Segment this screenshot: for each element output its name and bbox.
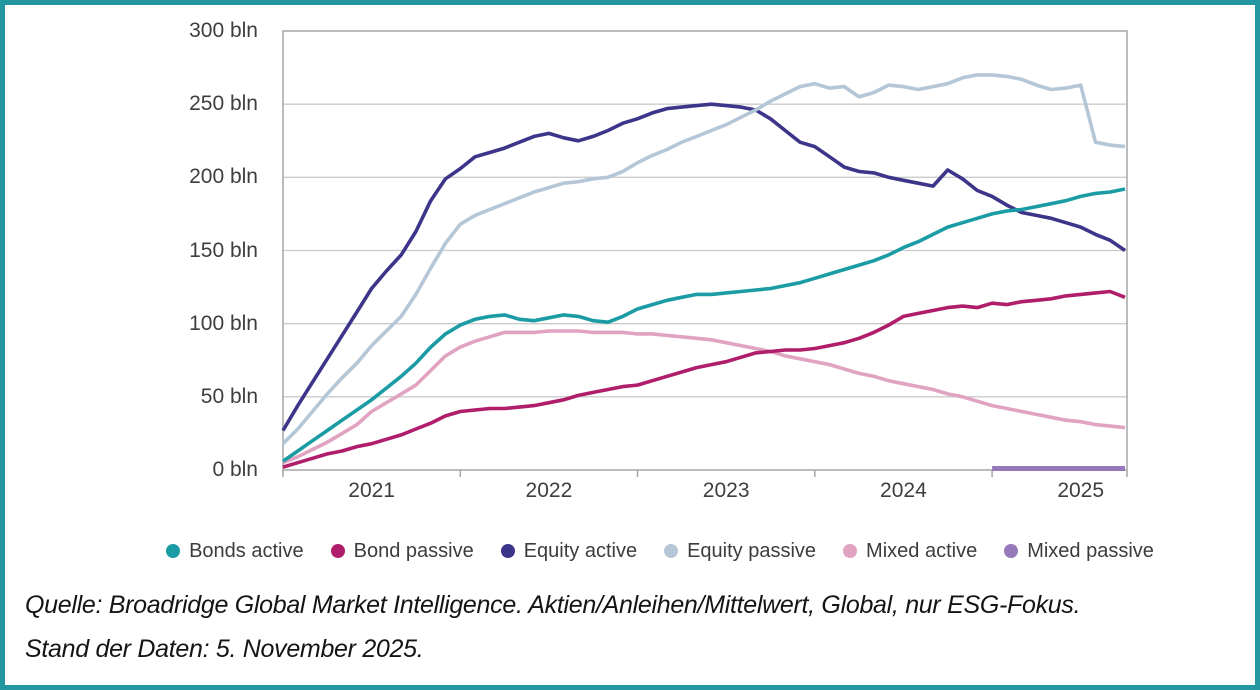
legend-dot-icon: [330, 544, 345, 558]
series-line-equity-passive: [281, 73, 1126, 445]
y-tick-label: 150 bln: [189, 238, 258, 262]
legend-item-label: Mixed active: [866, 539, 978, 562]
x-tick-label: 2024: [880, 479, 927, 502]
source-caption-line1: Quelle: Broadridge Global Market Intelli…: [25, 591, 1081, 619]
x-tick-label: 2022: [525, 479, 573, 502]
legend-dot-icon: [843, 544, 858, 558]
x-tick-label: 2021: [348, 479, 395, 502]
series-line-mixed-active: [282, 329, 1126, 465]
plot-border: [282, 30, 1128, 471]
legend-dot-icon: [166, 544, 181, 558]
legend-dot-icon: [1004, 544, 1019, 558]
series-line-equity-active: [281, 102, 1127, 432]
legend-item-label: Bonds active: [189, 539, 304, 562]
y-tick-label: 50 bln: [200, 384, 258, 408]
y-tick-label: 0 bln: [212, 458, 258, 481]
legend-dot-icon: [500, 544, 515, 558]
legend-item-mixed-active: Mixed active: [843, 540, 977, 563]
legend-item-bond-passive: Bond passive: [330, 539, 474, 563]
y-tick-label: 300 bln: [189, 19, 258, 42]
legend-item-bonds-active: Bonds active: [166, 540, 304, 563]
legend-item-label: Equity passive: [687, 539, 817, 562]
legend-item-mixed-passive: Mixed passive: [1004, 540, 1154, 563]
x-tick-label: 2023: [702, 479, 750, 502]
y-tick-label: 200 bln: [189, 165, 258, 189]
y-tick-label: 100 bln: [189, 311, 258, 335]
x-tick-label: 2025: [1057, 479, 1105, 502]
legend-dot-icon: [664, 544, 679, 558]
y-axis-labels: 300 bln 250 bln 200 bln 150 bln 100 bln 50 bl…: [5, 5, 263, 530]
plot-svg: [281, 30, 1128, 477]
legend-item-label: Mixed passive: [1027, 539, 1154, 562]
legend-item-label: Equity active: [523, 539, 638, 562]
series-line-bonds-active: [281, 187, 1126, 463]
legend-item-equity-active: Equity active: [500, 539, 638, 563]
series-line-bond-passive: [282, 289, 1126, 469]
y-tick-label: 250 bln: [189, 92, 258, 116]
legend-item-label: Bond passive: [353, 539, 474, 562]
source-caption: Quelle: Broadridge Global Market Intelli…: [25, 583, 1248, 671]
chart-legend: Bonds active Bond passive Equity active Equ…: [166, 536, 1154, 566]
legend-item-equity-passive: Equity passive: [664, 540, 816, 563]
source-caption-line2: Stand der Daten: 5. November 2025.: [25, 635, 424, 663]
x-axis-labels: 2021 2022 2023 2024 2025: [348, 479, 1105, 502]
